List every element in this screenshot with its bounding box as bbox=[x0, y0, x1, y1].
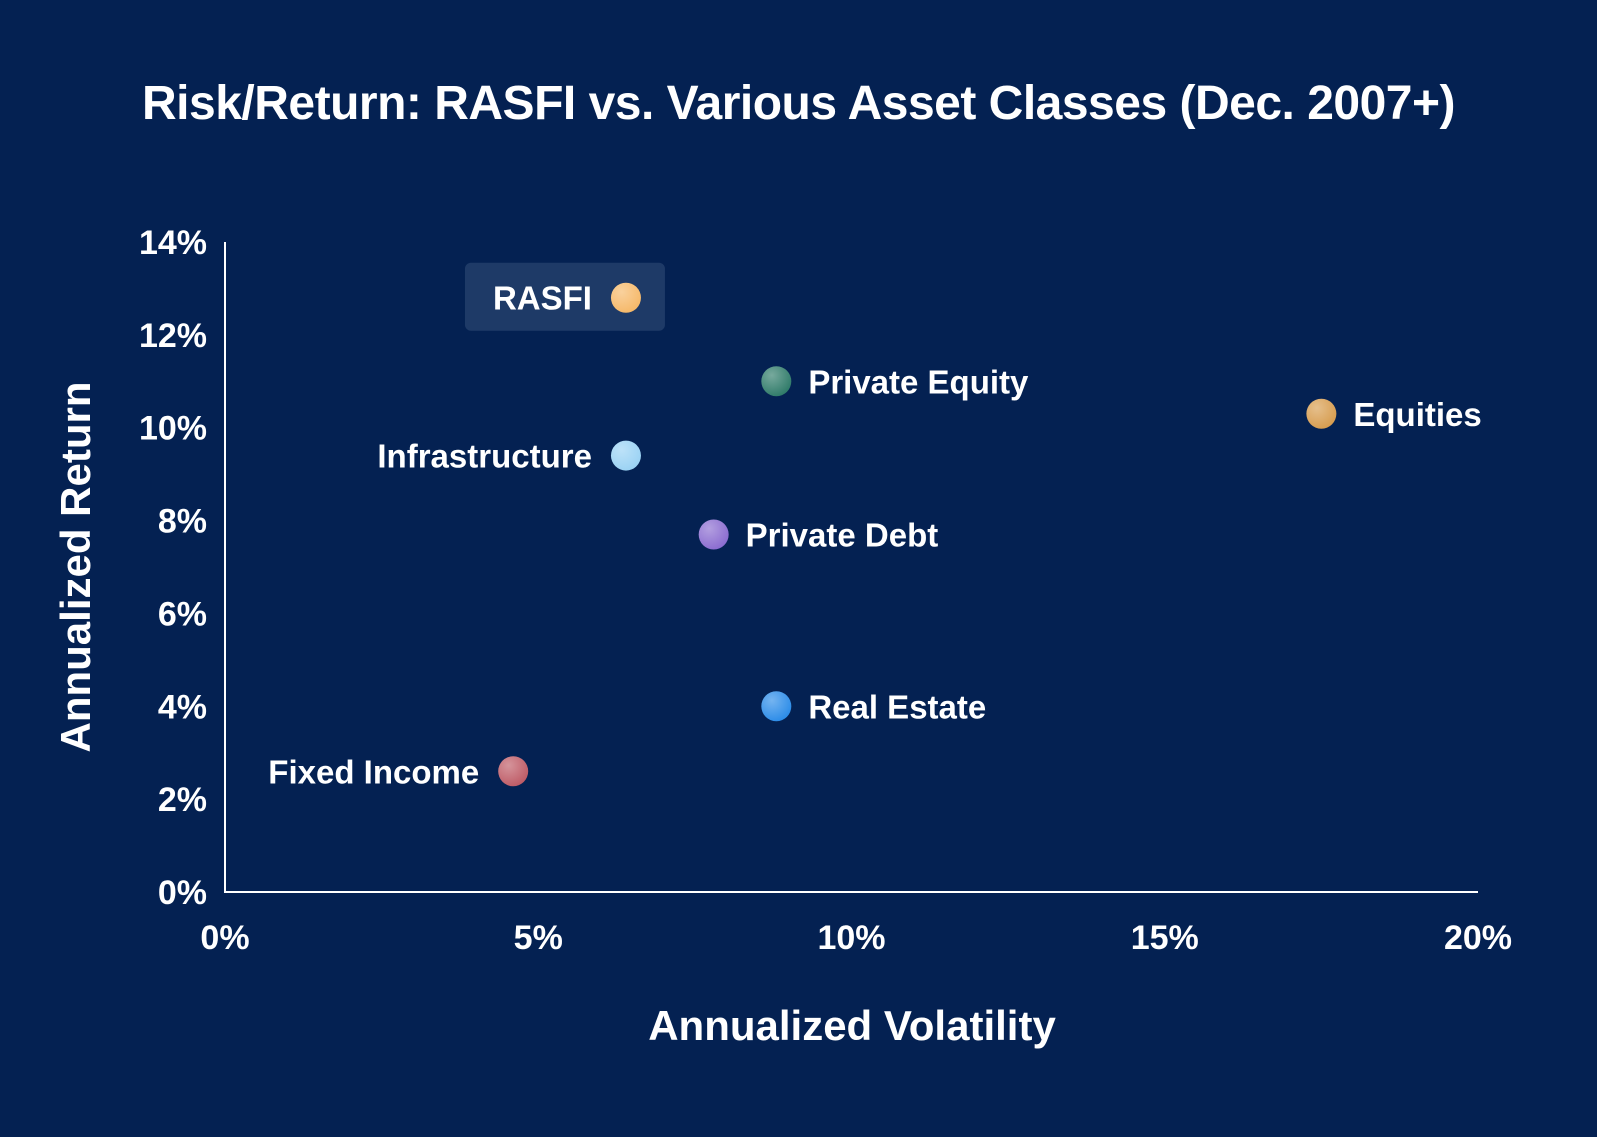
point-marker bbox=[610, 282, 641, 313]
point-marker bbox=[1306, 398, 1337, 429]
point-label: RASFI bbox=[493, 280, 592, 317]
chart-title: Risk/Return: RASFI vs. Various Asset Cla… bbox=[142, 77, 1455, 130]
axes-group bbox=[224, 242, 1478, 893]
point-fixed-income: Fixed Income bbox=[268, 753, 529, 790]
x-tick-label: 15% bbox=[1131, 919, 1199, 957]
y-axis-title: Annualized Return bbox=[52, 381, 99, 752]
point-label: Fixed Income bbox=[268, 753, 479, 790]
y-tick-label: 2% bbox=[158, 781, 207, 819]
y-tick-label: 6% bbox=[158, 595, 207, 633]
point-marker bbox=[498, 756, 529, 787]
y-tick-label: 12% bbox=[139, 317, 207, 355]
point-marker bbox=[698, 519, 729, 550]
point-equities: Equities bbox=[1306, 396, 1482, 433]
x-axis-title: Annualized Volatility bbox=[648, 1002, 1056, 1049]
y-tick-label: 10% bbox=[139, 410, 207, 448]
highlight-box bbox=[464, 262, 665, 331]
point-label: Infrastructure bbox=[377, 438, 592, 475]
point-label: Private Debt bbox=[746, 517, 939, 554]
point-infrastructure: Infrastructure bbox=[377, 438, 641, 475]
data-points: RASFI Private Equity Equities Infrastructur… bbox=[268, 262, 1482, 790]
point-label: Real Estate bbox=[808, 688, 986, 725]
point-private-debt: Private Debt bbox=[698, 517, 939, 554]
y-tick-label: 0% bbox=[158, 874, 207, 912]
point-marker bbox=[761, 366, 792, 397]
point-rasfi: RASFI bbox=[464, 262, 665, 331]
y-tick-label: 8% bbox=[158, 503, 207, 541]
y-tick-label: 4% bbox=[158, 688, 207, 726]
y-tick-labels: 0% 2% 4% 6% 8% 10% 12% 14% bbox=[139, 224, 207, 912]
x-tick-labels: 0% 5% 10% 15% 20% bbox=[200, 919, 1512, 957]
point-label: Private Equity bbox=[808, 363, 1029, 400]
x-tick-label: 20% bbox=[1444, 919, 1512, 957]
point-private-equity: Private Equity bbox=[761, 363, 1029, 400]
point-real-estate: Real Estate bbox=[761, 688, 986, 725]
point-marker bbox=[761, 691, 792, 722]
y-tick-label: 14% bbox=[139, 224, 207, 262]
point-label: Equities bbox=[1353, 396, 1481, 433]
point-marker bbox=[610, 440, 641, 471]
x-tick-label: 5% bbox=[514, 919, 563, 957]
x-tick-label: 0% bbox=[200, 919, 249, 957]
x-tick-label: 10% bbox=[817, 919, 885, 957]
